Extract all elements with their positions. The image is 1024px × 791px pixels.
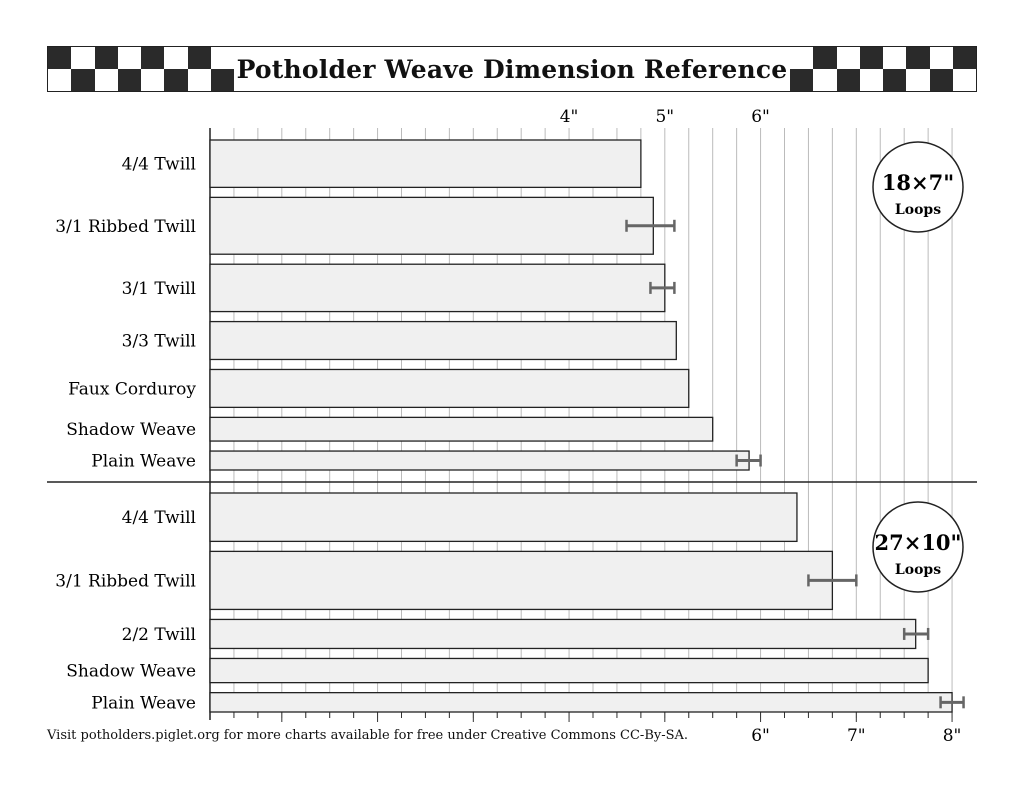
bar xyxy=(209,450,750,471)
loop-unit-label: Loops xyxy=(895,562,941,578)
checker-square xyxy=(94,47,118,69)
checker-square xyxy=(790,69,814,91)
checker-square xyxy=(952,47,976,69)
checker-square xyxy=(117,47,141,69)
checker-square xyxy=(141,69,165,91)
checker-square xyxy=(906,69,930,91)
checker-square xyxy=(94,69,118,91)
category-label: Plain Weave xyxy=(91,452,196,472)
checker-square xyxy=(883,47,907,69)
checker-square xyxy=(859,69,883,91)
checkerboard-decoration-left xyxy=(48,47,234,91)
x-tick-label: 4" xyxy=(560,107,579,127)
bar xyxy=(209,263,666,313)
checker-square xyxy=(48,69,72,91)
bar xyxy=(209,657,929,684)
x-tick-label: 8" xyxy=(943,726,962,746)
loop-size-label: 27×10" xyxy=(875,530,962,555)
title-banner: Potholder Weave Dimension Reference xyxy=(47,46,977,92)
checker-square xyxy=(141,47,165,69)
checker-square xyxy=(71,69,95,91)
category-label: 3/1 Ribbed Twill xyxy=(55,217,196,237)
bar xyxy=(209,550,834,611)
category-label: 3/1 Twill xyxy=(122,279,196,299)
footer-note: Visit potholders.piglet.org for more cha… xyxy=(47,728,689,743)
loop-size-badge xyxy=(872,501,964,593)
category-label: 4/4 Twill xyxy=(122,508,196,528)
bar xyxy=(209,618,917,650)
category-label: Shadow Weave xyxy=(66,662,196,682)
category-label: 2/2 Twill xyxy=(122,625,196,645)
bar xyxy=(209,691,953,713)
bar xyxy=(209,492,798,543)
checker-square xyxy=(836,69,860,91)
bar xyxy=(209,416,714,442)
checker-square xyxy=(210,47,234,69)
checker-square xyxy=(187,69,211,91)
checker-square xyxy=(790,47,814,69)
checkerboard-decoration-right xyxy=(790,47,976,91)
checker-square xyxy=(164,47,188,69)
checker-square xyxy=(929,69,953,91)
x-tick-label: 7" xyxy=(847,726,866,746)
checker-square xyxy=(929,47,953,69)
x-tick-label: 6" xyxy=(751,726,770,746)
checker-square xyxy=(813,47,837,69)
bar xyxy=(209,196,654,255)
checker-square xyxy=(71,47,95,69)
checker-square xyxy=(164,69,188,91)
category-label: Faux Corduroy xyxy=(68,379,196,399)
bar xyxy=(209,368,690,409)
loop-size-label: 18×7" xyxy=(882,170,954,195)
x-tick-label: 5" xyxy=(655,107,674,127)
checker-square xyxy=(836,47,860,69)
category-label: Plain Weave xyxy=(91,693,196,713)
category-label: Shadow Weave xyxy=(66,420,196,440)
loop-size-badge xyxy=(872,141,964,233)
checker-square xyxy=(48,47,72,69)
category-label: 3/1 Ribbed Twill xyxy=(55,571,196,591)
checker-square xyxy=(813,69,837,91)
loop-unit-label: Loops xyxy=(895,202,941,218)
checker-square xyxy=(883,69,907,91)
checker-square xyxy=(117,69,141,91)
checker-square xyxy=(859,47,883,69)
category-label: 3/3 Twill xyxy=(122,332,196,352)
checker-square xyxy=(210,69,234,91)
bar xyxy=(209,320,677,361)
bar xyxy=(209,139,642,189)
x-tick-label: 6" xyxy=(751,107,770,127)
chart-title: Potholder Weave Dimension Reference xyxy=(236,54,788,84)
checker-square xyxy=(906,47,930,69)
checker-square xyxy=(187,47,211,69)
checker-square xyxy=(952,69,976,91)
category-label: 4/4 Twill xyxy=(122,155,196,175)
